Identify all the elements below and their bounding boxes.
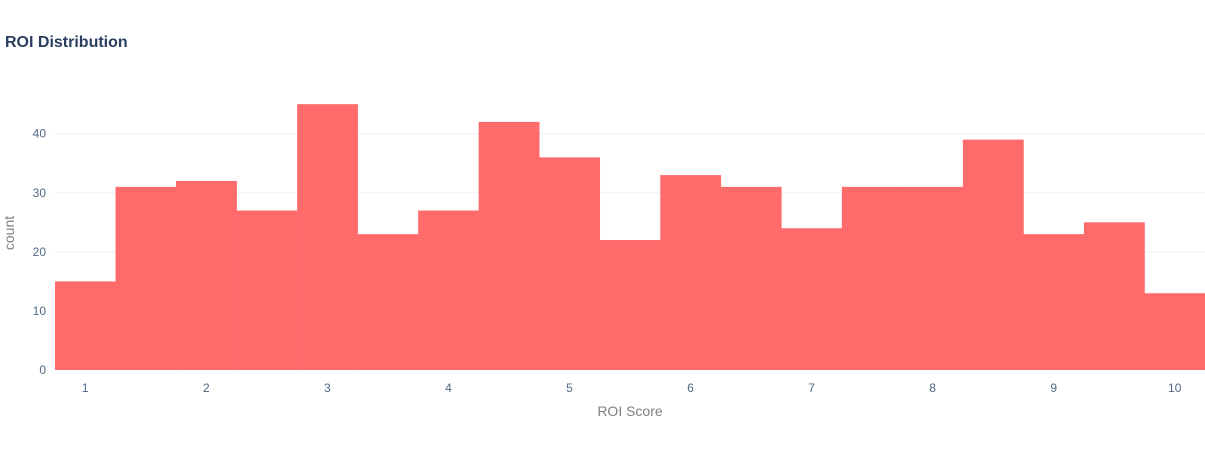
y-axis-title: count	[1, 216, 17, 250]
x-axis-ticks: 1 2 3 4 5 6 7 8 9 10	[82, 381, 1182, 395]
histogram-bar[interactable]	[781, 228, 843, 370]
histogram-bar[interactable]	[539, 157, 601, 370]
histogram-bar[interactable]	[297, 104, 358, 370]
histogram-bar[interactable]	[357, 234, 419, 370]
x-tick-label: 7	[808, 381, 815, 395]
y-tick-label: 30	[33, 186, 47, 200]
histogram-bar[interactable]	[1083, 222, 1145, 370]
histogram-bar[interactable]	[841, 186, 903, 370]
y-tick-label: 40	[33, 127, 47, 141]
x-tick-label: 10	[1168, 381, 1182, 395]
histogram-bar[interactable]	[176, 180, 237, 370]
histogram-bar[interactable]	[55, 281, 116, 370]
histogram-bar[interactable]	[1023, 234, 1085, 370]
y-tick-label: 10	[33, 304, 47, 318]
histogram-bar[interactable]	[115, 186, 177, 370]
x-tick-label: 9	[1050, 381, 1057, 395]
x-tick-label: 8	[929, 381, 936, 395]
histogram-bar[interactable]	[720, 186, 782, 370]
x-tick-label: 6	[687, 381, 694, 395]
x-tick-label: 3	[324, 381, 331, 395]
bars-layer	[55, 104, 1205, 370]
x-axis-title: ROI Score	[597, 403, 663, 419]
x-tick-label: 2	[203, 381, 210, 395]
histogram-bar[interactable]	[962, 139, 1024, 370]
histogram-bar[interactable]	[236, 210, 298, 370]
x-tick-label: 5	[566, 381, 573, 395]
histogram-bar[interactable]	[1144, 293, 1205, 370]
y-axis-ticks: 0 10 20 30 40	[33, 127, 47, 377]
histogram-bar[interactable]	[599, 240, 661, 370]
x-tick-label: 1	[82, 381, 89, 395]
histogram-bar[interactable]	[418, 210, 479, 370]
x-tick-label: 4	[445, 381, 452, 395]
histogram-bar[interactable]	[660, 175, 722, 370]
y-tick-label: 20	[33, 245, 47, 259]
chart-title: ROI Distribution	[5, 34, 128, 51]
histogram-bar[interactable]	[902, 186, 964, 370]
histogram-bar[interactable]	[478, 121, 540, 370]
y-tick-label: 0	[39, 363, 46, 377]
